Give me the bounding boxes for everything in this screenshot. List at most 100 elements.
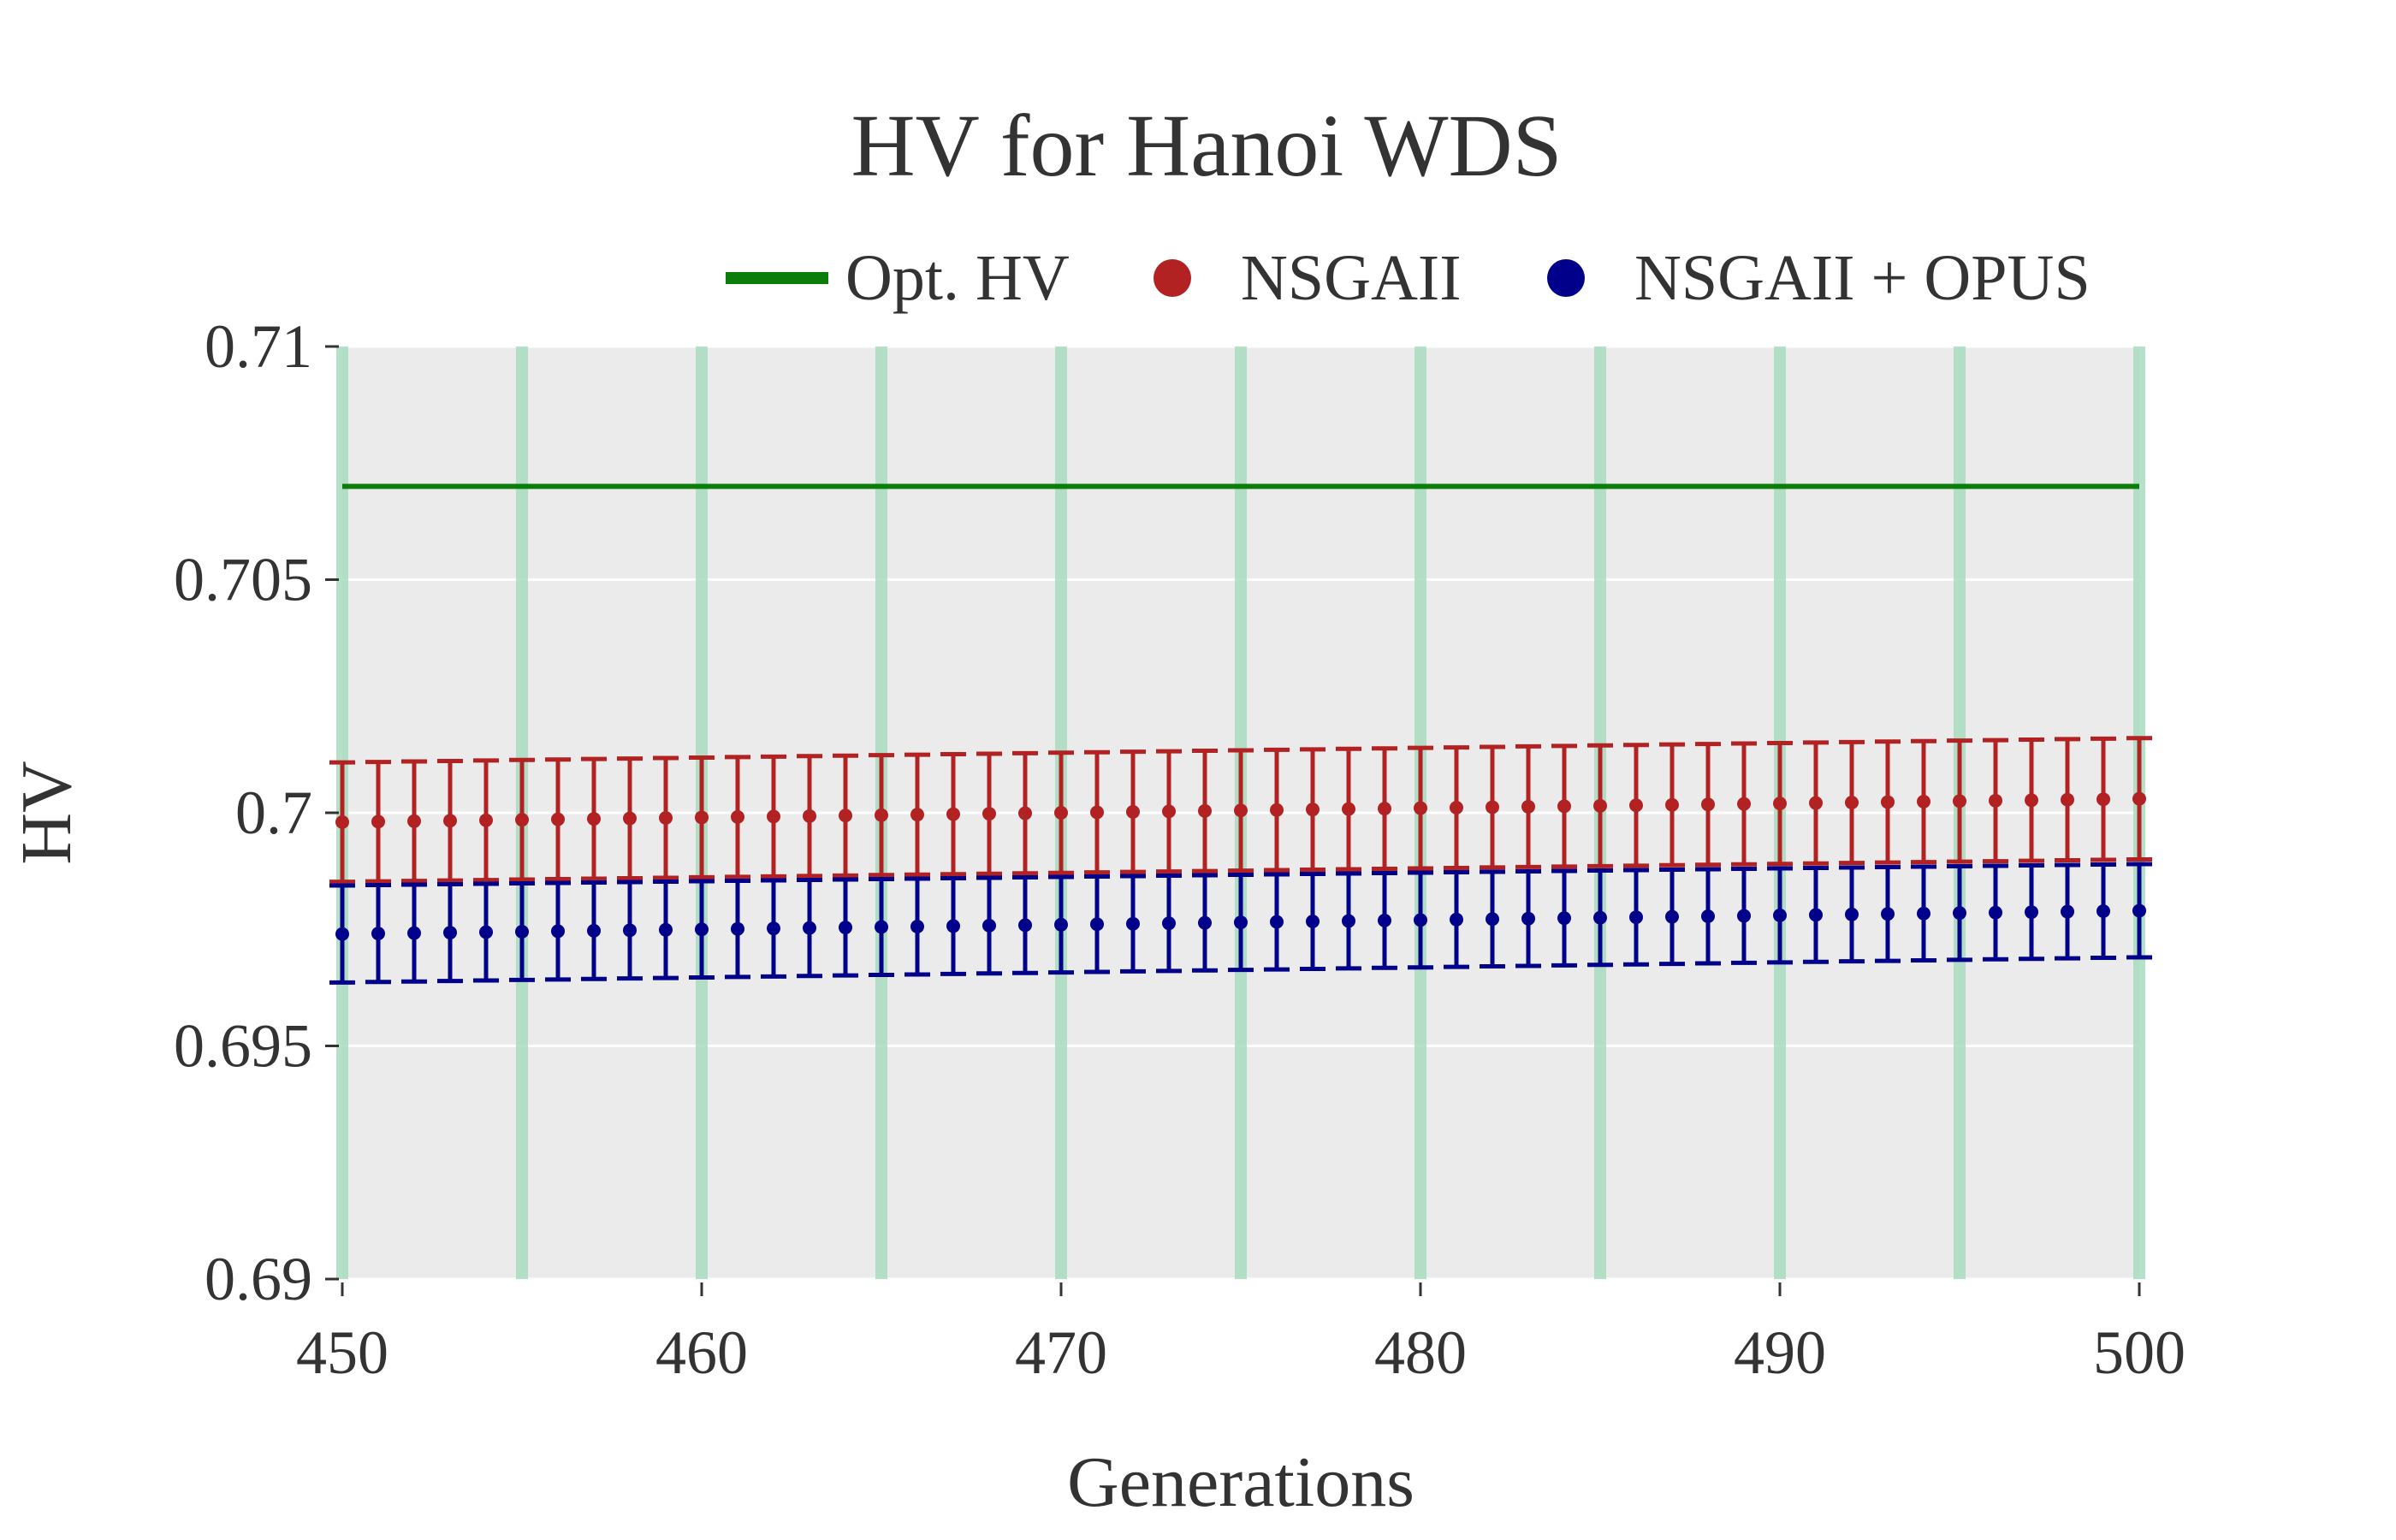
point-1-472 xyxy=(1126,916,1140,931)
point-1-492 xyxy=(1845,907,1859,921)
series-layer xyxy=(329,736,2152,985)
x-tick-label-1: 460 xyxy=(655,1318,748,1387)
point-0-480 xyxy=(1414,801,1427,815)
chart-title: HV for Hanoi WDS xyxy=(851,97,1563,195)
point-1-463 xyxy=(803,921,816,935)
legend-nsgaii-opus-swatch xyxy=(1547,259,1585,297)
point-0-489 xyxy=(1737,797,1751,811)
point-1-478 xyxy=(1342,914,1355,928)
point-1-465 xyxy=(875,920,888,934)
point-0-485 xyxy=(1593,798,1607,813)
point-0-475 xyxy=(1234,803,1248,818)
legend-nsgaii-swatch xyxy=(1154,259,1191,297)
legend-opt-hv-label: Opt. HV xyxy=(845,242,1070,314)
point-1-488 xyxy=(1701,909,1715,923)
series-0 xyxy=(329,736,2152,885)
point-1-468 xyxy=(982,918,996,933)
point-0-465 xyxy=(875,808,888,822)
point-1-482 xyxy=(1486,912,1499,927)
point-1-462 xyxy=(767,921,780,936)
point-0-471 xyxy=(1090,805,1104,820)
point-0-499 xyxy=(2096,792,2110,807)
point-1-459 xyxy=(659,922,673,937)
point-0-476 xyxy=(1270,803,1284,817)
point-1-457 xyxy=(587,923,601,938)
point-0-464 xyxy=(839,808,852,823)
point-1-500 xyxy=(2132,903,2146,918)
y-tick-label-4: 0.71 xyxy=(205,312,312,381)
point-1-487 xyxy=(1665,909,1679,924)
x-tick-label-3: 480 xyxy=(1374,1318,1467,1387)
point-1-476 xyxy=(1270,915,1284,929)
point-1-452 xyxy=(407,926,421,940)
point-1-454 xyxy=(479,925,493,939)
x-tick-label-5: 500 xyxy=(2093,1318,2185,1387)
point-1-485 xyxy=(1593,910,1607,925)
point-0-493 xyxy=(1881,795,1895,809)
point-0-473 xyxy=(1162,804,1176,819)
point-0-495 xyxy=(1953,794,1966,808)
point-0-479 xyxy=(1378,802,1391,816)
point-0-491 xyxy=(1809,796,1823,810)
point-0-469 xyxy=(1018,806,1032,820)
series-1 xyxy=(329,862,2152,985)
point-0-490 xyxy=(1773,797,1787,811)
point-0-477 xyxy=(1306,803,1320,817)
point-1-477 xyxy=(1306,914,1320,928)
point-1-458 xyxy=(623,923,637,938)
point-1-464 xyxy=(839,921,852,935)
y-tick-label-0: 0.69 xyxy=(205,1245,312,1313)
x-tick-label-2: 470 xyxy=(1015,1318,1107,1387)
point-0-483 xyxy=(1521,799,1535,814)
point-1-450 xyxy=(335,927,349,941)
point-1-486 xyxy=(1629,910,1643,925)
point-1-470 xyxy=(1054,917,1068,932)
point-1-479 xyxy=(1378,913,1391,927)
point-0-487 xyxy=(1665,797,1679,812)
point-0-462 xyxy=(767,809,780,824)
point-1-494 xyxy=(1917,906,1930,921)
point-0-494 xyxy=(1917,794,1930,808)
point-0-460 xyxy=(695,810,709,825)
point-0-453 xyxy=(443,814,457,828)
point-1-475 xyxy=(1234,915,1248,930)
point-0-467 xyxy=(946,807,960,821)
y-tick-label-2: 0.7 xyxy=(235,779,312,847)
point-0-468 xyxy=(982,807,996,821)
point-0-484 xyxy=(1557,799,1571,814)
point-0-458 xyxy=(623,811,637,826)
point-1-461 xyxy=(731,921,744,936)
point-1-493 xyxy=(1881,907,1895,921)
point-0-500 xyxy=(2132,791,2146,806)
x-tick-label-4: 490 xyxy=(1734,1318,1826,1387)
point-1-480 xyxy=(1414,913,1427,927)
point-0-461 xyxy=(731,809,744,824)
point-0-497 xyxy=(2025,793,2038,808)
point-1-496 xyxy=(1989,905,2002,920)
point-0-488 xyxy=(1701,797,1715,812)
point-1-483 xyxy=(1521,911,1535,926)
point-1-469 xyxy=(1018,918,1032,933)
point-1-456 xyxy=(551,924,565,939)
point-1-490 xyxy=(1773,908,1787,922)
point-0-459 xyxy=(659,810,673,825)
point-0-457 xyxy=(587,812,601,826)
point-0-455 xyxy=(515,813,529,827)
point-0-474 xyxy=(1198,803,1212,818)
legend: Opt. HV NSGAII NSGAII + OPUS xyxy=(726,242,2091,314)
point-0-470 xyxy=(1054,806,1068,820)
point-1-484 xyxy=(1557,911,1571,926)
point-1-455 xyxy=(515,924,529,939)
point-0-452 xyxy=(407,814,421,828)
x-tick-label-0: 450 xyxy=(296,1318,388,1387)
point-0-456 xyxy=(551,812,565,826)
point-1-489 xyxy=(1737,909,1751,923)
legend-nsgaii-opus-label: NSGAII + OPUS xyxy=(1634,242,2091,314)
point-0-450 xyxy=(335,814,349,829)
point-0-481 xyxy=(1450,801,1463,815)
point-0-486 xyxy=(1629,798,1643,813)
point-1-499 xyxy=(2096,903,2110,918)
point-1-473 xyxy=(1162,916,1176,931)
point-1-453 xyxy=(443,926,457,940)
